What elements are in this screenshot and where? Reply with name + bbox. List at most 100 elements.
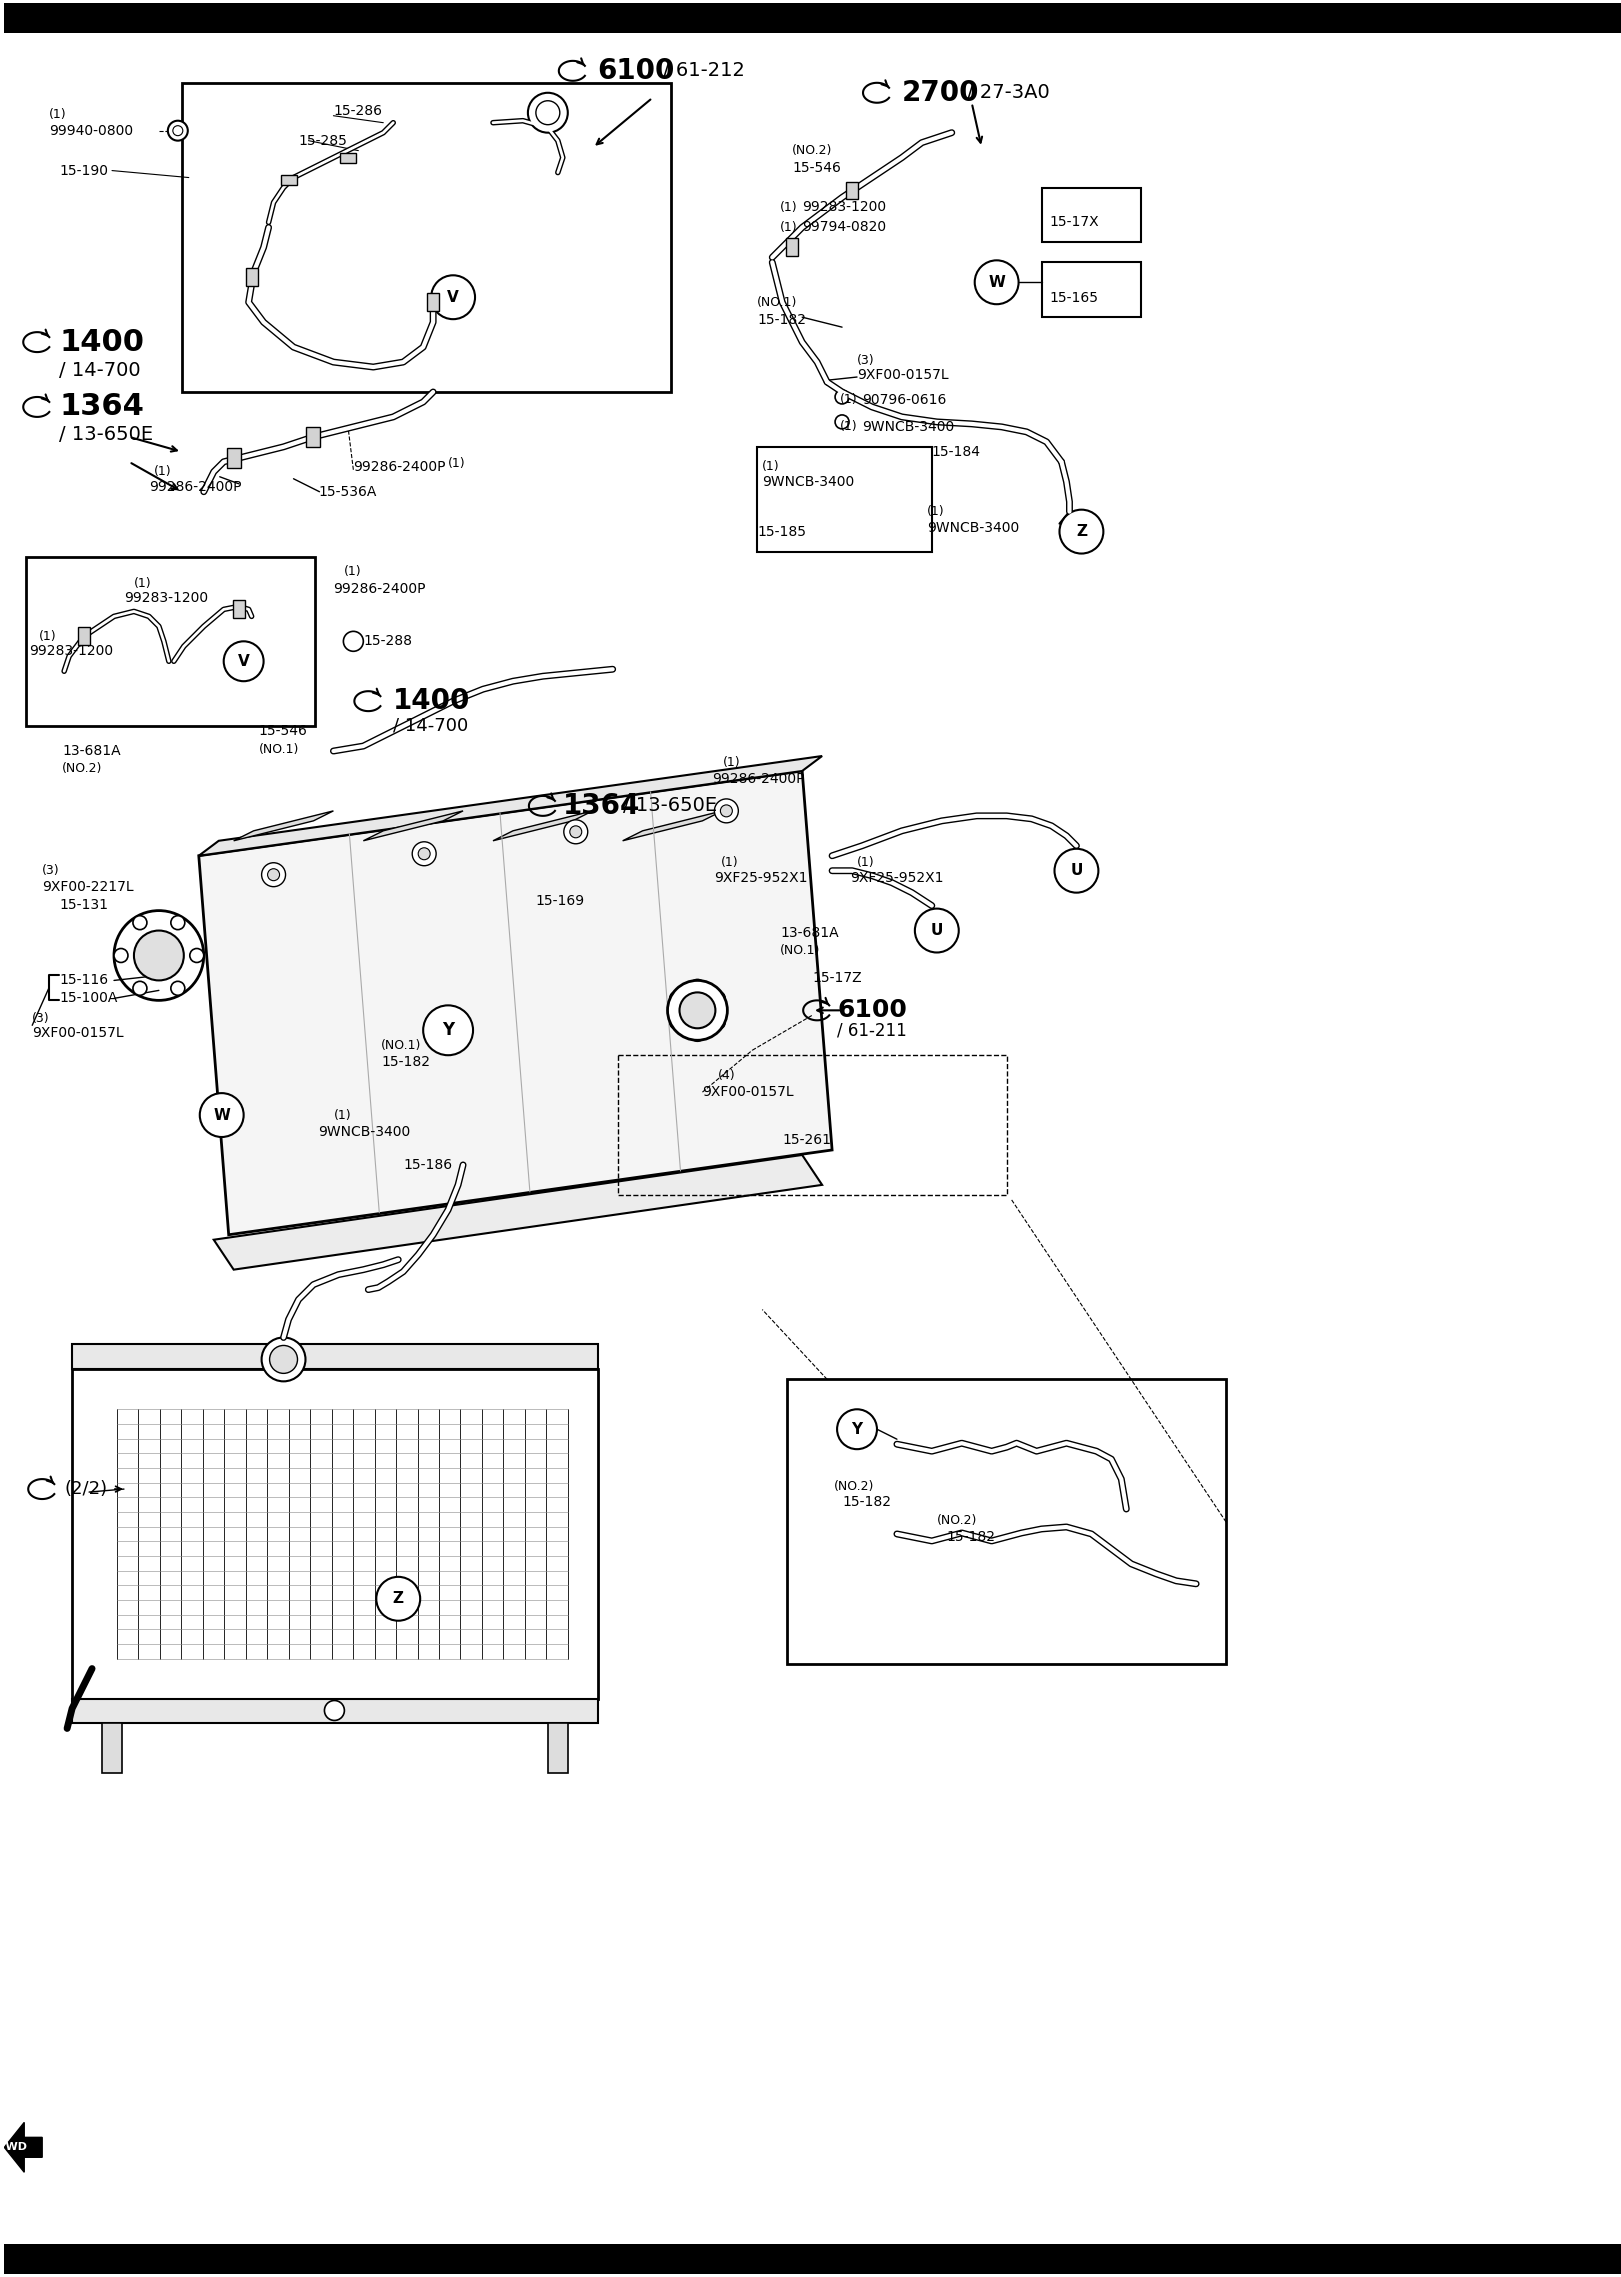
Text: (4): (4) (718, 1068, 734, 1082)
Circle shape (113, 950, 128, 963)
Text: / 61-211: / 61-211 (836, 1022, 906, 1038)
Bar (233, 601, 245, 619)
Circle shape (564, 820, 588, 845)
Circle shape (170, 915, 185, 929)
Text: / 13-650E: / 13-650E (58, 426, 154, 444)
Text: 99283-1200: 99283-1200 (29, 644, 113, 658)
Text: / 27-3A0: / 27-3A0 (966, 84, 1049, 102)
Text: 15-116: 15-116 (58, 975, 109, 988)
Text: 9XF00-0157L: 9XF00-0157L (858, 369, 948, 383)
Text: (NO.2): (NO.2) (62, 763, 102, 776)
Text: (1): (1) (762, 460, 780, 474)
Circle shape (190, 950, 204, 963)
Bar (182, 82, 671, 392)
Circle shape (691, 979, 705, 993)
Text: (NO.1): (NO.1) (757, 296, 798, 310)
Bar (786, 239, 798, 257)
Circle shape (135, 931, 183, 981)
Text: 99286-2400P: 99286-2400P (353, 460, 446, 474)
Bar (618, 1054, 1007, 1195)
Polygon shape (199, 772, 832, 1234)
Bar (788, 1380, 1225, 1664)
Bar (26, 556, 316, 726)
Text: (3): (3) (42, 865, 60, 877)
Bar (757, 446, 932, 551)
Text: (1): (1) (840, 394, 858, 408)
Text: 15-100A: 15-100A (58, 990, 117, 1006)
Circle shape (431, 276, 475, 319)
Bar (5, 2, 1621, 32)
Bar (846, 182, 858, 200)
Text: 90796-0616: 90796-0616 (862, 394, 947, 408)
Text: (1): (1) (720, 856, 738, 870)
Text: FWD: FWD (0, 2143, 28, 2152)
Text: (1): (1) (780, 200, 798, 214)
Text: 1400: 1400 (394, 688, 470, 715)
Circle shape (669, 1016, 684, 1029)
Circle shape (691, 1027, 705, 1041)
Text: 99286-2400P: 99286-2400P (334, 583, 426, 597)
Circle shape (668, 981, 728, 1041)
Text: 15-546: 15-546 (259, 724, 308, 738)
Bar (1042, 262, 1141, 317)
Text: (1): (1) (780, 221, 798, 235)
Text: 15-285: 15-285 (298, 134, 347, 148)
Text: 9WNCB-3400: 9WNCB-3400 (318, 1125, 410, 1138)
Circle shape (835, 389, 849, 403)
Circle shape (1055, 849, 1099, 893)
Bar (306, 426, 321, 446)
Text: / 13-650E: / 13-650E (622, 797, 716, 815)
Text: 9XF25-952X1: 9XF25-952X1 (715, 870, 807, 886)
Text: 99940-0800: 99940-0800 (49, 123, 133, 137)
Text: (3): (3) (858, 353, 875, 367)
Text: 6100: 6100 (836, 997, 908, 1022)
Text: (1): (1) (334, 1109, 352, 1123)
Polygon shape (5, 2122, 42, 2172)
Text: Z: Z (1076, 524, 1088, 540)
Circle shape (669, 990, 684, 1006)
Text: W: W (989, 276, 1005, 289)
Text: 15-182: 15-182 (841, 1496, 892, 1510)
Text: (NO.1): (NO.1) (259, 742, 298, 756)
Circle shape (1060, 510, 1104, 553)
Text: (1): (1) (447, 458, 465, 471)
Text: 15-169: 15-169 (537, 893, 585, 909)
Text: 1364: 1364 (58, 392, 144, 421)
Text: V: V (447, 289, 459, 305)
Text: 15-186: 15-186 (404, 1159, 452, 1173)
Polygon shape (233, 811, 334, 840)
Text: 99794-0820: 99794-0820 (802, 221, 887, 235)
Polygon shape (493, 811, 593, 840)
Text: 2700: 2700 (901, 80, 979, 107)
Text: 99283-1200: 99283-1200 (123, 592, 207, 606)
Bar (71, 1343, 598, 1368)
Circle shape (133, 981, 148, 995)
Text: (1): (1) (840, 421, 858, 433)
Text: (1): (1) (154, 465, 172, 478)
Circle shape (169, 121, 188, 141)
Text: 1364: 1364 (562, 792, 640, 820)
Text: 99286-2400P: 99286-2400P (149, 480, 242, 494)
Bar (78, 628, 91, 644)
Circle shape (720, 804, 733, 817)
Text: 9XF25-952X1: 9XF25-952X1 (849, 870, 943, 886)
Text: 9WNCB-3400: 9WNCB-3400 (862, 419, 955, 435)
Text: (NO.1): (NO.1) (780, 945, 820, 956)
Bar (227, 449, 240, 467)
Text: (1): (1) (723, 756, 741, 770)
Text: / 14-700: / 14-700 (394, 715, 468, 733)
Polygon shape (214, 1154, 822, 1271)
Circle shape (133, 915, 148, 929)
Polygon shape (622, 811, 723, 840)
Text: 15-185: 15-185 (757, 524, 806, 540)
Bar (5, 2245, 1621, 2275)
Circle shape (324, 1701, 344, 1721)
Text: 9WNCB-3400: 9WNCB-3400 (927, 521, 1020, 535)
Text: 9XF00-2217L: 9XF00-2217L (42, 879, 135, 893)
Circle shape (712, 1016, 725, 1029)
Text: 15-288: 15-288 (363, 635, 412, 649)
Text: 15-182: 15-182 (947, 1530, 995, 1544)
Text: / 61-212: / 61-212 (663, 61, 744, 80)
Circle shape (261, 1337, 305, 1382)
Text: (1): (1) (135, 576, 152, 590)
